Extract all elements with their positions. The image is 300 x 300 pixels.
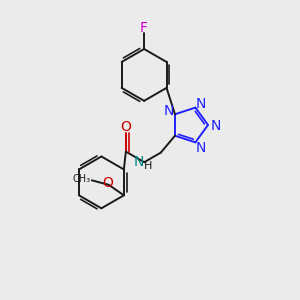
Text: O: O (103, 176, 113, 190)
Text: O: O (120, 120, 131, 134)
Text: H: H (144, 161, 152, 171)
Text: N: N (196, 141, 206, 154)
Text: F: F (140, 21, 148, 35)
Text: N: N (134, 154, 144, 169)
Text: N: N (211, 118, 221, 133)
Text: N: N (196, 97, 206, 111)
Text: CH₃: CH₃ (72, 174, 90, 184)
Text: N: N (163, 104, 174, 118)
